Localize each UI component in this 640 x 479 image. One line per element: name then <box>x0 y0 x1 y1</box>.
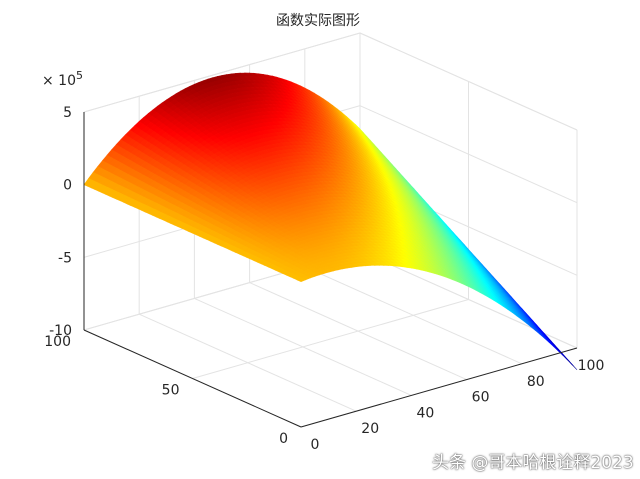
z-exponent-label: × 105 <box>42 69 83 89</box>
y-tick-label: 100 <box>44 334 71 350</box>
z-exponent-power: 5 <box>76 69 83 82</box>
z-tick-label: 0 <box>63 178 72 194</box>
y-tick-label: 50 <box>162 383 180 399</box>
z-exponent-base: × 10 <box>42 73 76 89</box>
z-tick-label: 5 <box>63 105 72 121</box>
watermark: 头条 @哥本哈根诠释2023 <box>432 453 634 473</box>
y-tick-label: 0 <box>279 431 288 447</box>
y-axis-line <box>83 329 302 428</box>
wall-grid-z-side <box>359 105 578 204</box>
chart-title: 函数实际图形 <box>276 13 360 29</box>
floor-grid-y <box>192 299 469 379</box>
x-tick-label: 80 <box>527 374 545 390</box>
x-tick-label: 100 <box>578 358 605 374</box>
x-tick-label: 20 <box>361 421 379 437</box>
x-tick-label: 40 <box>416 405 434 421</box>
surface-plot <box>83 72 578 371</box>
box-edge <box>83 32 361 113</box>
x-axis-line <box>300 347 578 428</box>
z-tick-label: -10 <box>49 323 72 339</box>
box-edge <box>359 32 578 131</box>
surface-facet <box>296 277 307 283</box>
z-tick-label: -5 <box>58 250 72 266</box>
x-tick-label: 60 <box>472 390 490 406</box>
x-tick-label: 0 <box>311 437 320 453</box>
